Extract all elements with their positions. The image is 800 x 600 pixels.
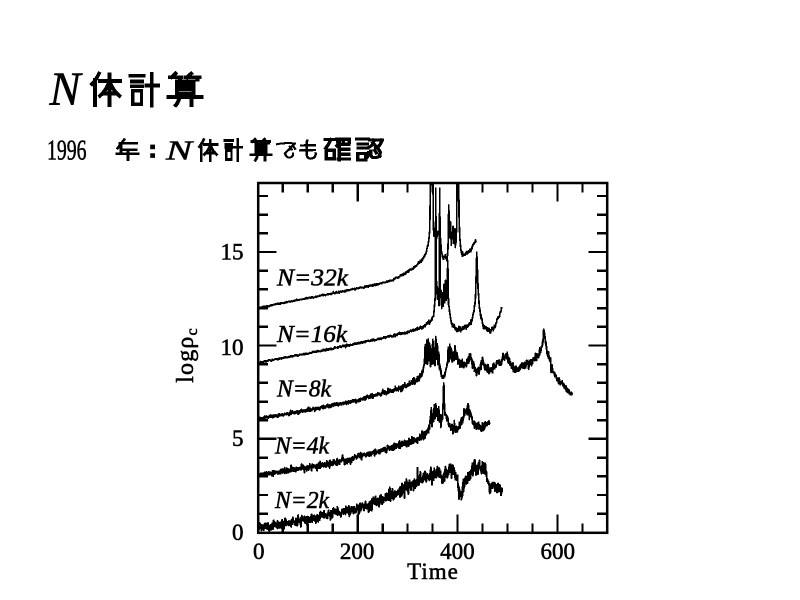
svg-text:N=8k: N=8k [276,377,331,403]
svg-text:N: N [49,63,84,116]
svg-text:200: 200 [340,539,375,564]
svg-text:N=2k: N=2k [274,488,329,514]
svg-text:0: 0 [253,539,265,564]
svg-text:Time: Time [407,559,459,584]
svg-text:10: 10 [221,335,244,360]
svg-text:1996: 1996 [47,134,87,166]
svg-text:N=16k: N=16k [276,322,347,348]
svg-text:400: 400 [440,539,475,564]
svg-text:N: N [165,136,195,166]
svg-text:600: 600 [540,539,575,564]
svg-text:logρc: logρc [173,327,201,383]
svg-text:15: 15 [221,240,244,265]
svg-text:5: 5 [232,426,244,451]
svg-text:N=32k: N=32k [276,266,348,292]
svg-text:0: 0 [232,520,244,545]
svg-text:N=4k: N=4k [274,434,329,460]
